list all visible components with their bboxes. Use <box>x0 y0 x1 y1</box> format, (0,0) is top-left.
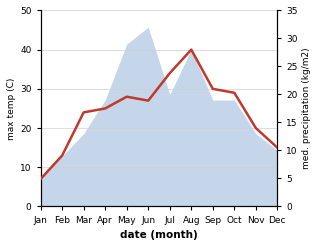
X-axis label: date (month): date (month) <box>120 230 198 240</box>
Y-axis label: max temp (C): max temp (C) <box>7 77 16 140</box>
Y-axis label: med. precipitation (kg/m2): med. precipitation (kg/m2) <box>302 48 311 169</box>
